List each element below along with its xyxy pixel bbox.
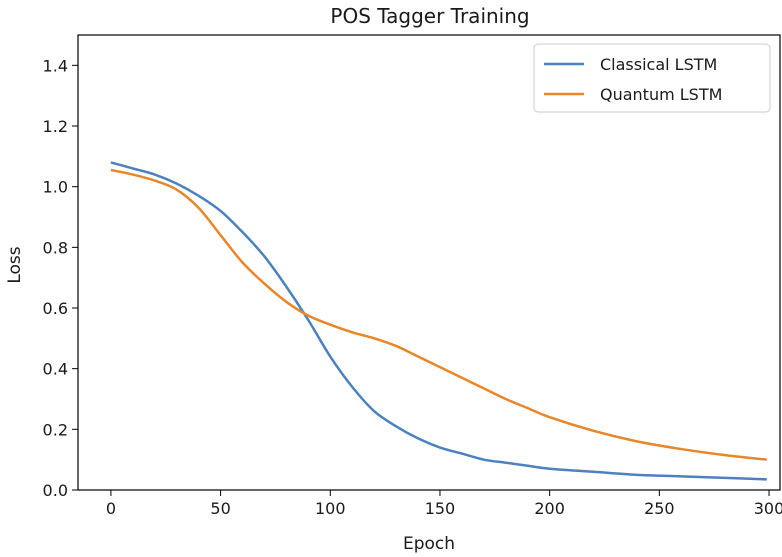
x-tick-label: 0 [106,499,116,518]
y-tick-label: 0.8 [43,238,68,257]
legend-label-classical-lstm: Classical LSTM [600,55,717,74]
x-tick-label: 200 [534,499,565,518]
y-tick-label: 0.6 [43,299,68,318]
series-line-classical-lstm [110,161,767,481]
x-tick-label: 150 [425,499,456,518]
y-tick-label: 1.0 [43,178,68,197]
series-lines [110,161,767,481]
x-tick-label: 300 [754,499,782,518]
series-line-quantum-lstm [110,168,767,461]
x-axis-label: Epoch [403,534,455,554]
legend-box [533,43,771,113]
y-tick-label: 0.2 [43,420,68,439]
x-tick-label: 50 [210,499,230,518]
x-tick-label: 250 [644,499,675,518]
y-tick-label: 1.4 [43,56,68,75]
y-tick-label: 0.4 [43,360,68,379]
legend: Classical LSTM Quantum LSTM [533,43,771,113]
y-axis-label: Loss [5,246,25,283]
legend-label-quantum-lstm: Quantum LSTM [600,85,722,104]
y-tick-label: 1.2 [43,117,68,136]
x-axis: 0 50 100 150 200 250 300 [106,490,782,518]
x-tick-label: 100 [315,499,346,518]
y-tick-label: 0.0 [43,481,68,500]
y-axis: 0.0 0.2 0.4 0.6 0.8 1.0 1.2 1.4 [43,56,78,500]
chart-title: POS Tagger Training [330,4,529,28]
